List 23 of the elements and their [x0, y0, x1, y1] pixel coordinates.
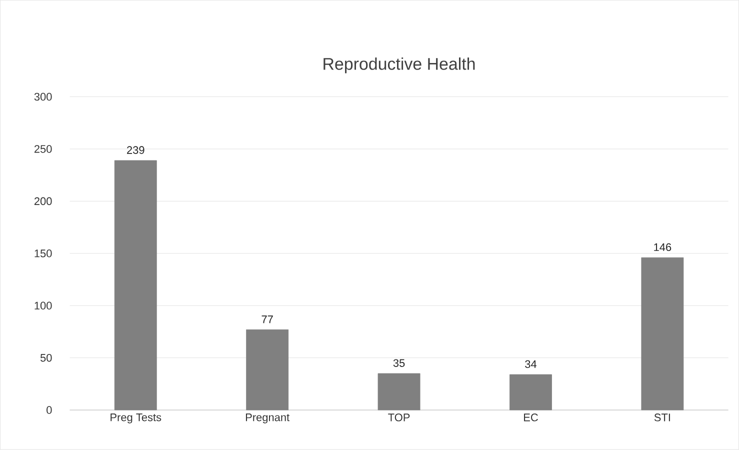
y-tick-label: 200: [34, 197, 52, 206]
data-label: 239: [127, 146, 144, 154]
bar: [510, 374, 552, 410]
x-tick-label: Preg Tests: [110, 414, 162, 424]
y-tick-label: 0: [46, 406, 52, 414]
data-label: 35: [393, 359, 405, 368]
data-label: 146: [654, 243, 672, 252]
y-tick-label: 300: [34, 93, 52, 101]
bar: [246, 330, 289, 410]
x-tick-label: STI: [654, 414, 670, 422]
x-tick-label: Pregnant: [246, 414, 290, 424]
y-tick-label: 100: [34, 302, 52, 310]
x-tick-label: EC: [524, 414, 538, 422]
x-tick-label: TOP: [388, 414, 410, 422]
y-tick-label: 50: [40, 354, 52, 362]
y-tick-label: 150: [34, 250, 52, 258]
chart-title: Reproductive Health: [324, 58, 475, 74]
y-tick-label: 250: [34, 145, 52, 153]
bar: [378, 373, 420, 410]
bar: [641, 257, 684, 410]
bar: [114, 160, 157, 410]
data-label: 34: [525, 360, 537, 368]
data-label: 77: [262, 316, 273, 324]
